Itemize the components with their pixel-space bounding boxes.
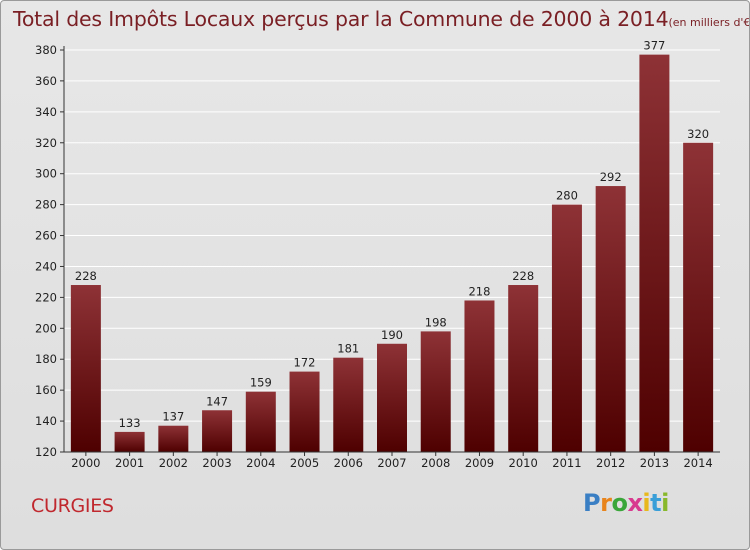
- x-tick-label: 2002: [159, 456, 188, 470]
- chart-title: Total des Impôts Locaux perçus par la Co…: [13, 7, 750, 31]
- bar: [420, 331, 451, 452]
- y-tick-label: 180: [35, 352, 57, 366]
- y-tick-label: 240: [35, 259, 57, 273]
- logo-letter: o: [611, 489, 628, 517]
- bar: [595, 186, 626, 453]
- y-tick-label: 280: [35, 198, 57, 212]
- logo-letter: t: [650, 489, 662, 517]
- bar-value-label: 198: [425, 315, 447, 329]
- bar: [508, 285, 539, 452]
- x-tick-label: 2000: [71, 456, 100, 470]
- y-tick-label: 380: [35, 43, 57, 57]
- chart-title-main: Total des Impôts Locaux perçus par la Co…: [13, 7, 669, 31]
- bar: [683, 142, 714, 452]
- x-tick-label: 2001: [115, 456, 144, 470]
- y-tick-label: 300: [35, 167, 57, 181]
- bar-value-label: 133: [119, 416, 141, 430]
- bar-value-label: 218: [468, 284, 490, 298]
- y-tick-label: 220: [35, 290, 57, 304]
- bar-value-label: 228: [75, 269, 97, 283]
- bar-value-label: 181: [337, 342, 359, 356]
- bar-value-label: 292: [600, 170, 622, 184]
- x-tick-label: 2007: [377, 456, 406, 470]
- bar: [245, 391, 276, 452]
- x-tick-label: 2013: [640, 456, 669, 470]
- x-tick-label: 2003: [202, 456, 231, 470]
- bar: [639, 54, 670, 453]
- proxiti-logo[interactable]: Proxiti: [583, 489, 669, 517]
- commune-name: CURGIES: [31, 495, 114, 517]
- bar-value-label: 190: [381, 328, 403, 342]
- chart-title-unit: (en milliers d'€): [668, 16, 750, 29]
- x-tick-label: 2005: [290, 456, 319, 470]
- y-tick-label: 320: [35, 136, 57, 150]
- bar: [202, 410, 233, 452]
- bar: [114, 431, 145, 452]
- bar: [158, 425, 189, 452]
- bar-value-label: 147: [206, 394, 228, 408]
- bar: [333, 357, 364, 452]
- x-tick-label: 2014: [683, 456, 712, 470]
- y-tick-label: 340: [35, 105, 57, 119]
- x-tick-label: 2011: [552, 456, 581, 470]
- x-tick-label: 2006: [334, 456, 363, 470]
- x-tick-label: 2010: [509, 456, 538, 470]
- x-tick-label: 2009: [465, 456, 494, 470]
- bar: [464, 300, 495, 452]
- logo-letter: r: [600, 489, 612, 517]
- bar: [377, 343, 407, 452]
- bar-value-label: 172: [294, 356, 316, 370]
- bar: [551, 204, 582, 452]
- bar-value-label: 280: [556, 189, 578, 203]
- y-tick-label: 140: [35, 414, 57, 428]
- y-tick-label: 160: [35, 383, 57, 397]
- bar-value-label: 228: [512, 269, 534, 283]
- logo-letter: i: [642, 489, 651, 517]
- x-tick-label: 2008: [421, 456, 450, 470]
- bar-value-label: 159: [250, 376, 272, 390]
- logo-letter: P: [583, 489, 601, 517]
- x-tick-label: 2012: [596, 456, 625, 470]
- y-tick-label: 200: [35, 321, 57, 335]
- bar: [289, 371, 320, 452]
- bar-value-label: 320: [687, 127, 709, 141]
- y-tick-label: 120: [35, 445, 57, 459]
- logo-letter: i: [661, 489, 669, 517]
- x-tick-label: 2004: [246, 456, 275, 470]
- bar: [70, 285, 101, 452]
- y-tick-label: 260: [35, 229, 57, 243]
- y-tick-label: 360: [35, 74, 57, 88]
- logo-letter: x: [627, 489, 643, 517]
- bar-value-label: 377: [643, 39, 665, 53]
- bar-value-label: 137: [162, 410, 184, 424]
